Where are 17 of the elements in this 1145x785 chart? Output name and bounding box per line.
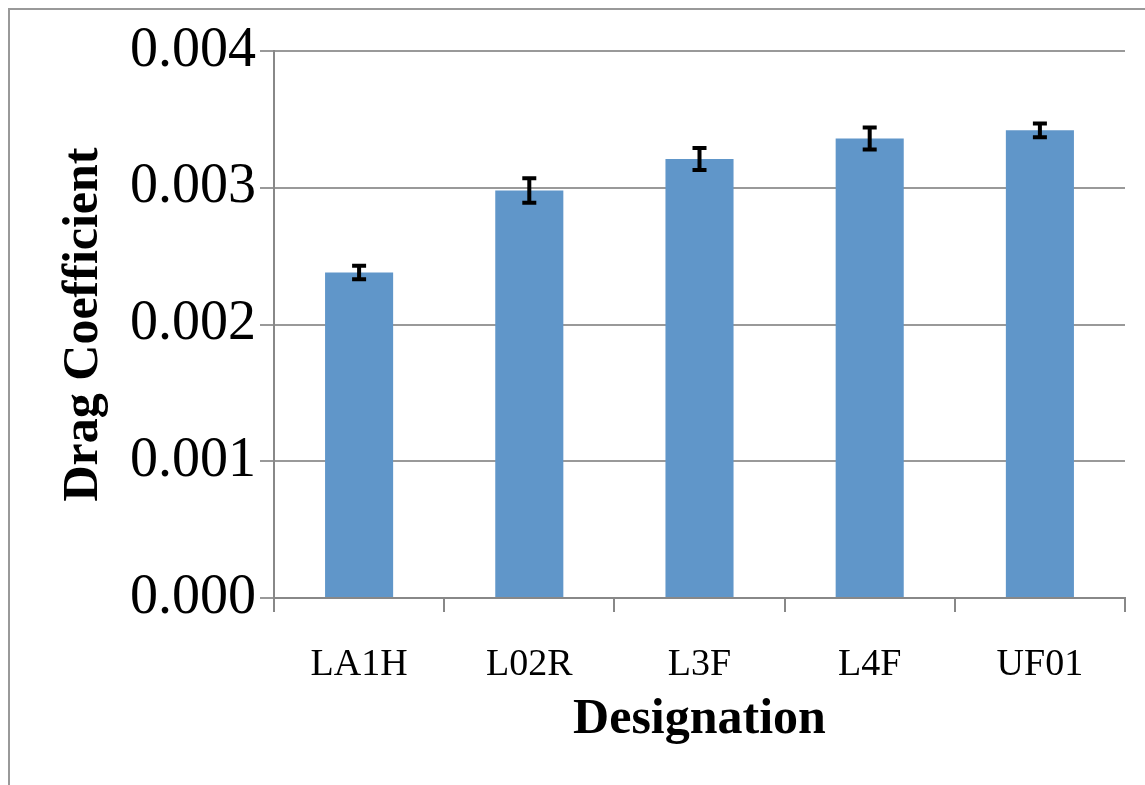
bar (325, 272, 394, 597)
x-tick-label: UF01 (996, 640, 1084, 683)
bar (835, 138, 904, 597)
y-tick-label: 0.004 (130, 15, 256, 78)
y-tick-label: 0.002 (130, 289, 256, 352)
x-tick-label: LA1H (310, 640, 408, 683)
y-tick-label: 0.003 (130, 152, 256, 215)
x-tick-label: L3F (667, 640, 732, 683)
y-axis-title: Drag Coefficient (51, 147, 108, 502)
x-tick-label: L4F (838, 640, 902, 683)
x-tick-label: L02R (486, 640, 574, 683)
bar (1005, 130, 1074, 597)
x-axis-title: Designation (573, 687, 827, 744)
y-tick-label: 0.000 (130, 562, 256, 625)
y-tick-label: 0.001 (130, 425, 256, 488)
bar (665, 159, 734, 597)
bar (495, 190, 564, 597)
